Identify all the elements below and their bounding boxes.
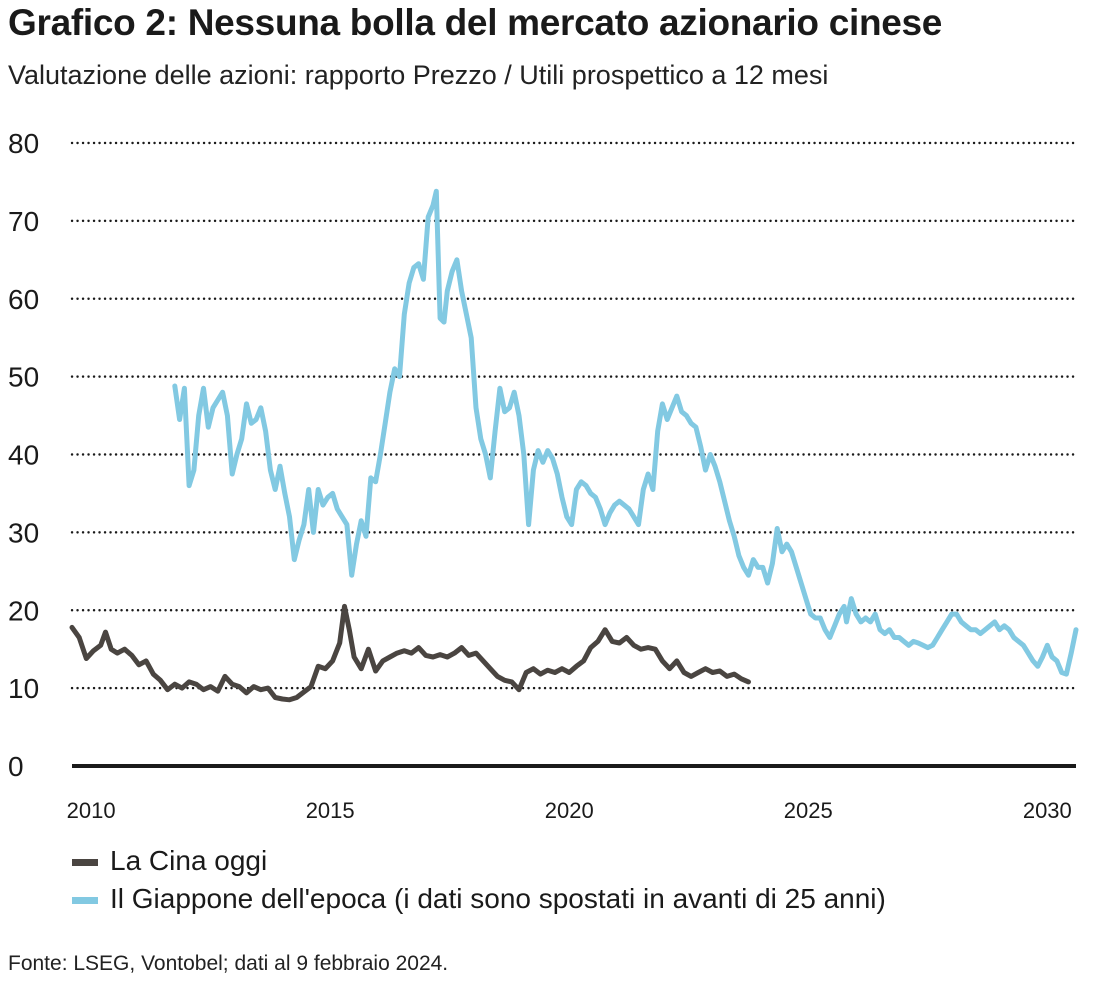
x-axis-ticks: 2010 2015 2020 2025 2030: [67, 798, 1072, 823]
y-tick-label-20: 20: [8, 595, 39, 626]
legend-item-china: La Cina oggi: [72, 842, 886, 880]
gridlines: [70, 141, 1078, 690]
y-tick-label-40: 40: [8, 440, 39, 471]
y-tick-label-50: 50: [8, 362, 39, 393]
series: [69, 188, 1079, 703]
x-tick-label-2015: 2015: [306, 798, 355, 823]
source-note: Fonte: LSEG, Vontobel; dati al 9 febbrai…: [8, 952, 449, 975]
y-tick-label-80: 80: [8, 128, 39, 159]
x-tick-label-2030: 2030: [1023, 798, 1072, 823]
legend-swatch-japan: [72, 896, 98, 904]
series-line-japan: [172, 188, 1079, 677]
y-tick-label-0: 0: [8, 751, 24, 782]
legend: La Cina oggi Il Giappone dell'epoca (i d…: [72, 842, 886, 918]
chart-subtitle: Valutazione delle azioni: rapporto Prezz…: [8, 60, 829, 90]
y-tick-label-60: 60: [8, 284, 39, 315]
x-tick-label-2020: 2020: [545, 798, 594, 823]
chart-title: Grafico 2: Nessuna bolla del mercato azi…: [8, 2, 943, 43]
x-tick-label-2025: 2025: [784, 798, 833, 823]
y-tick-label-70: 70: [8, 206, 39, 237]
x-tick-label-2010: 2010: [67, 798, 116, 823]
legend-label-china: La Cina oggi: [110, 845, 268, 876]
y-axis-ticks: 0 10 20 30 40 50 60 70 80: [8, 128, 39, 782]
y-tick-label-10: 10: [8, 673, 39, 704]
series-line-china: [69, 603, 751, 703]
legend-swatch-china: [72, 858, 98, 866]
y-tick-label-30: 30: [8, 517, 39, 548]
legend-item-japan: Il Giappone dell'epoca (i dati sono spos…: [72, 880, 886, 918]
legend-label-japan: Il Giappone dell'epoca (i dati sono spos…: [110, 883, 886, 914]
